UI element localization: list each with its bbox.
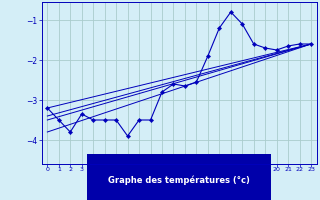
X-axis label: Graphe des températures (°c): Graphe des températures (°c) [108, 175, 250, 185]
